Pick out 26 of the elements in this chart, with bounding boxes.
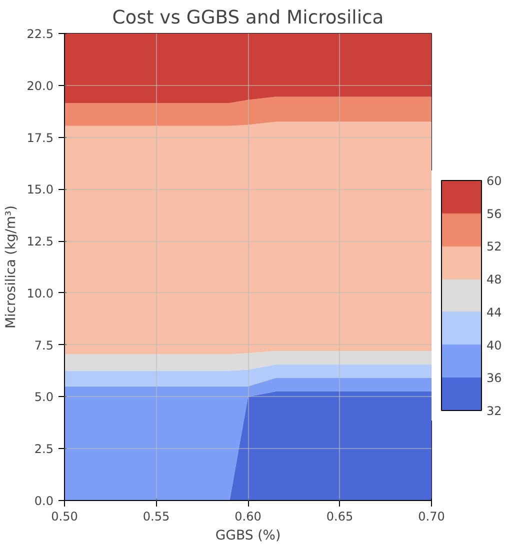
x-tick-label: 0.55 <box>142 510 170 524</box>
color-bar-label: 40 <box>486 338 502 352</box>
y-tick-label: 22.5 <box>26 27 54 41</box>
y-axis-title: Microsilica (kg/m³) <box>4 205 19 329</box>
color-bar-label: 36 <box>486 371 502 386</box>
color-bar-label: 52 <box>486 240 502 254</box>
y-tick-label: 5.0 <box>34 390 54 404</box>
y-tick-label: 12.5 <box>26 234 54 249</box>
y-tick-label: 10.0 <box>26 286 54 300</box>
color-bar-label: 56 <box>486 206 502 221</box>
x-tick-label: 0.50 <box>51 510 78 524</box>
y-tick-label: 17.5 <box>26 130 54 145</box>
chart-title: Cost vs GGBS and Microsilica <box>112 8 384 28</box>
x-tick-label: 0.65 <box>326 510 354 524</box>
x-tick-label: 0.70 <box>418 510 445 524</box>
color-bar-label: 32 <box>486 404 502 418</box>
x-axis-title: GGBS (%) <box>215 528 281 544</box>
y-tick-label: 0.0 <box>34 494 54 508</box>
y-tick-label: 20.0 <box>26 78 54 93</box>
color-bar-label: 44 <box>486 305 502 320</box>
color-bar-label: 60 <box>486 174 502 188</box>
y-tick-label: 2.5 <box>34 442 54 456</box>
y-tick-label: 15.0 <box>26 182 54 197</box>
y-tick-label: 7.5 <box>34 338 54 352</box>
x-tick-label: 0.60 <box>234 510 262 524</box>
color-bar-label: 48 <box>486 272 502 287</box>
